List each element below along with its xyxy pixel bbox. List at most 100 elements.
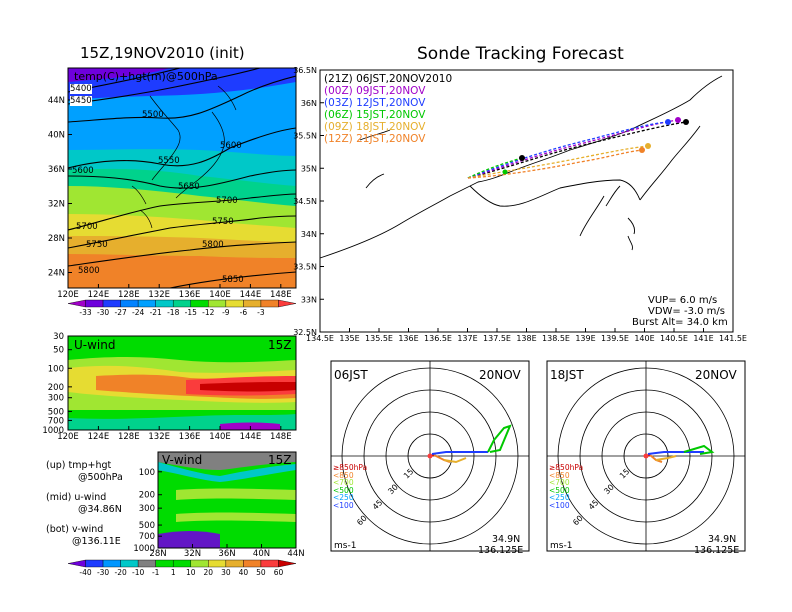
temp-colorbar-swatch (243, 299, 262, 308)
temp-colorbar-label: -30 (97, 308, 109, 317)
hodograph-level-item: <850 (549, 470, 570, 480)
temp-colorbar-swatch (120, 299, 139, 308)
vwind-colorbar-swatch (173, 559, 191, 568)
track-lon-tick-label: 137E (457, 334, 477, 343)
hodo-left-lat: 34.9N (492, 534, 521, 545)
contour-label-5750a: 5750 (212, 217, 234, 227)
hodo-left-levels: ≥850hPa <850 <700 <500 <250 <100 (333, 464, 367, 509)
temp-colorbar-swatch (208, 299, 227, 308)
track-lon-tick-label: 134.5E (306, 334, 334, 343)
track-legend-item: (03Z) 12JST,20NOV (324, 97, 426, 109)
hodo-right-levels: ≥850hPa <850 <700 <500 <250 <100 (549, 464, 583, 509)
vwind-colorbar-swatch (120, 559, 139, 568)
temp-lat-tick-label: 32N (48, 200, 65, 210)
track-lon-tick-label: 140E (634, 334, 654, 343)
temp-map-field (68, 68, 296, 288)
temp-colorbar-swatch (155, 299, 174, 308)
track-end-12z (639, 147, 645, 153)
temp-colorbar-swatch (102, 299, 121, 308)
temp-colorbar-swatch (260, 299, 279, 308)
track-lat-tick-label: 35.5N (293, 132, 317, 141)
hodo-left-unit: ms-1 (334, 541, 357, 551)
vwind-colorbar-label: -10 (132, 568, 144, 577)
vwind-lat-tick-label: 32N (184, 549, 201, 559)
hodograph-level-item: <250 (333, 493, 354, 502)
hodograph-origin (643, 453, 649, 459)
temp-lon-tick-label: 132E (148, 290, 170, 300)
track-lon-tick-label: 135E (339, 334, 359, 343)
hodograph-trace (683, 444, 715, 455)
temp-lon-tick-label: 144E (240, 290, 262, 300)
vwind-p-tick-label: 500 (139, 521, 155, 531)
hodograph-trace (655, 455, 677, 461)
note-bot-2: @136.11E (72, 536, 121, 547)
hodograph-level-item: <100 (333, 500, 354, 510)
hodo-right-time: 18JST (550, 368, 584, 382)
track-lat-tick-label: 35N (301, 164, 317, 173)
track-lon-tick-label: 141E (693, 334, 713, 343)
hodograph-level-item: <700 (333, 478, 354, 487)
vwind-p-tick-label: 300 (139, 504, 155, 514)
temp-colorbar-label: -3 (257, 308, 265, 317)
vup-annotation: VUP= 6.0 m/s (648, 295, 718, 306)
burst-annotation: Burst Alt= 34.0 km (632, 317, 728, 328)
temp-lat-tick-label: 24N (48, 269, 65, 279)
track-lat-tick-label: 36N (301, 99, 317, 108)
contour-label-5600a: 5600 (220, 141, 242, 151)
hodo-left-time: 06JST (334, 368, 368, 382)
track-lat-tick-label: 36.5N (293, 66, 317, 75)
hodograph-trace (647, 451, 704, 455)
track-end-21z (683, 119, 689, 125)
temp-lon-tick-label: 128E (118, 290, 140, 300)
uwind-p-tick-label: 300 (48, 394, 64, 404)
hodo-left-date: 20NOV (479, 368, 521, 382)
track-lon-tick-label: 135.5E (365, 334, 393, 343)
track-map-coast (319, 75, 723, 259)
uwind-label: U-wind (74, 338, 116, 352)
note-bot-1: (bot) v-wind (46, 524, 104, 535)
contour-label-5400: 5400 (70, 84, 92, 94)
temp-colorbar-swatch (173, 299, 191, 308)
uwind-lon-tick-label: 148E (270, 432, 292, 442)
track-lon-tick-label: 138.5E (542, 334, 570, 343)
hodograph-trace (487, 424, 512, 453)
temp-colorbar: -33 -30 -27 -24 -21 -18 -15 -12 -9 -6 -3 (67, 299, 297, 317)
track-legend-item: (00Z) 09JST,20NOV (324, 85, 426, 97)
hodograph-level-item: <700 (549, 478, 570, 487)
temp-colorbar-label: -33 (79, 308, 91, 317)
contour-label-5500: 5500 (142, 110, 164, 120)
vwind-colorbar: -40 -30 -20 -10 -1 1 10 20 30 40 50 60 (67, 559, 297, 577)
contour-label-5700a: 5700 (216, 196, 238, 206)
temp-lat-tick-label: 36N (48, 165, 65, 175)
hodograph-level-item: <500 (549, 485, 570, 495)
temp-colorbar-label: -15 (185, 308, 197, 317)
vwind-colorbar-label: -20 (114, 568, 126, 577)
contour-label-5800a: 5800 (202, 240, 224, 250)
temp-colorbar-swatch (225, 299, 244, 308)
track-21z (467, 121, 687, 179)
temp-lon-tick-label: 148E (270, 290, 292, 300)
vwind-colorbar-swatch (278, 559, 297, 568)
vwind-colorbar-swatch (155, 559, 174, 568)
main-title: Sonde Tracking Forecast (417, 44, 624, 64)
track-legend-item: (21Z) 06JST,20NOV2010 (324, 73, 453, 85)
hodo-right-lat: 34.9N (708, 534, 737, 545)
vwind-colorbar-swatch (137, 559, 156, 568)
track-end-09z (645, 143, 651, 149)
vwind-colorbar-swatch (102, 559, 121, 568)
vwind-colorbar-label: 30 (221, 568, 231, 577)
temp-colorbar-label: -6 (240, 308, 248, 317)
vwind-lat-tick-label: 40N (253, 549, 270, 559)
track-lon-tick-label: 140.5E (660, 334, 688, 343)
track-00z (467, 119, 679, 179)
track-lat-tick-label: 34N (301, 230, 317, 239)
vwind-colorbar-label: 50 (256, 568, 266, 577)
uwind-frame (67, 335, 297, 431)
vwind-colorbar-label: -30 (97, 568, 109, 577)
uwind-time: 15Z (268, 338, 292, 352)
vwind-colorbar-swatch (208, 559, 227, 568)
vwind-colorbar-swatch (67, 559, 86, 568)
vwind-p-tick-label: 100 (139, 468, 155, 478)
